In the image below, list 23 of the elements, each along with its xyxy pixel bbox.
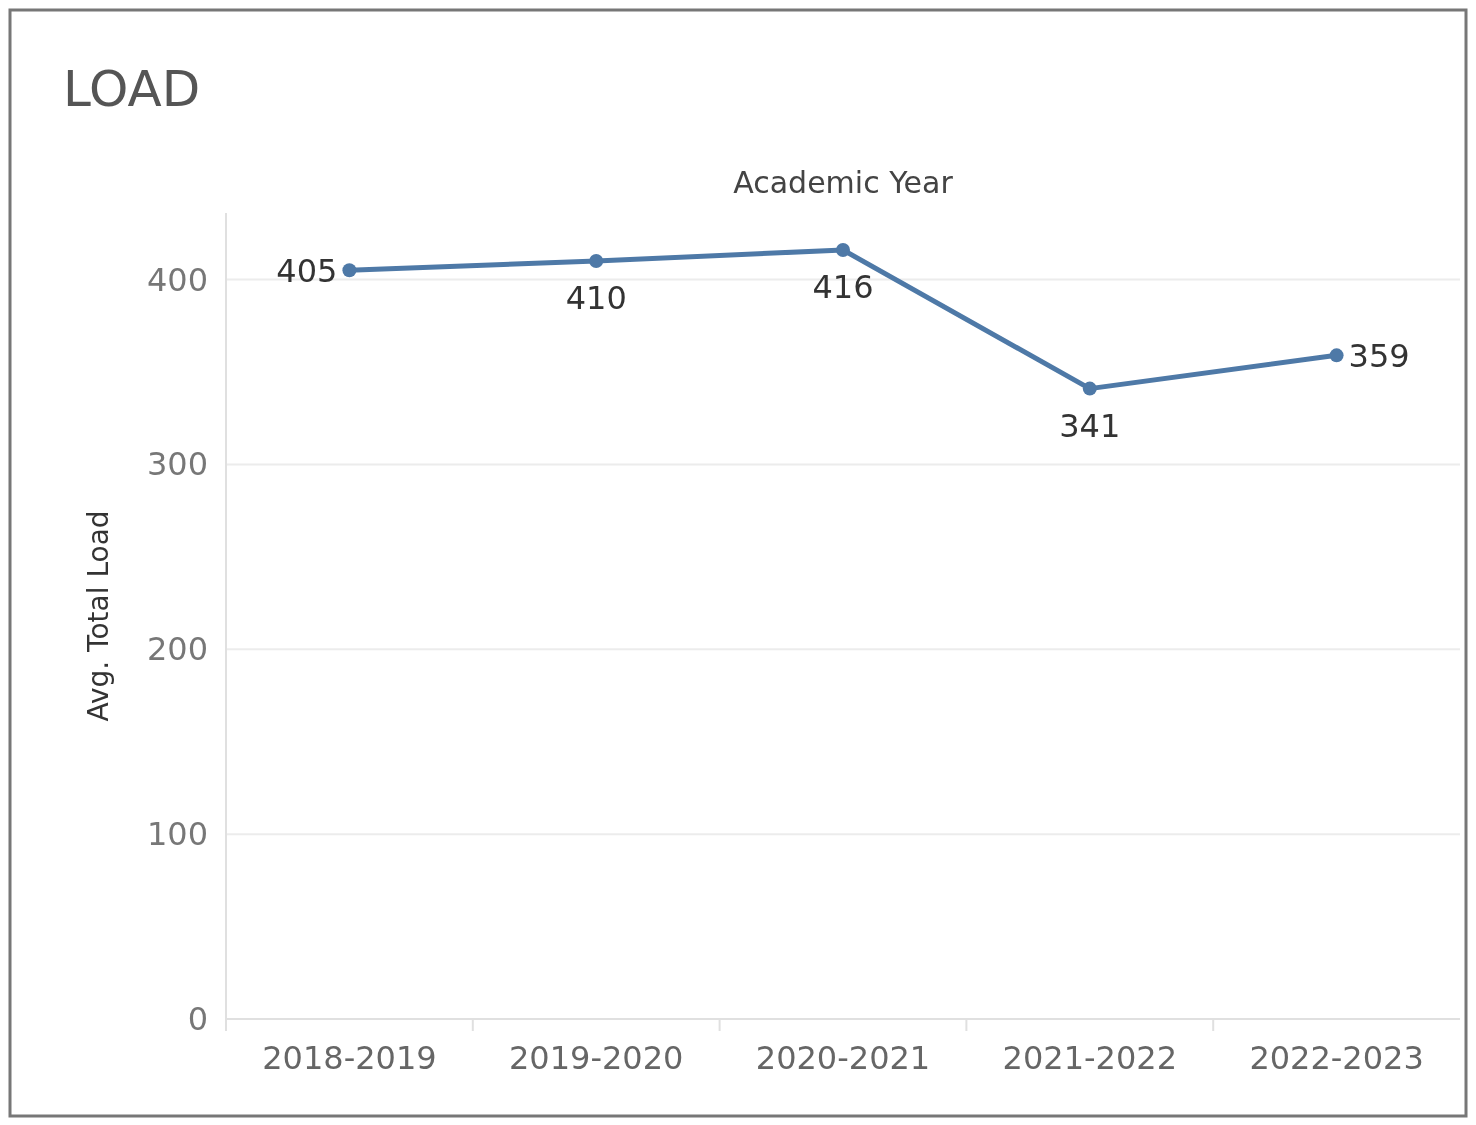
data-label: 410	[565, 279, 627, 318]
x-tick-label: 2018-2019	[262, 1039, 437, 1077]
y-tick-label: 400	[146, 260, 208, 299]
x-tick-label: 2022-2023	[1249, 1039, 1424, 1077]
y-tick-label: 300	[146, 445, 208, 484]
x-tick-label: 2019-2020	[508, 1039, 684, 1077]
data-label: 416	[812, 267, 874, 306]
y-tick-label: 200	[146, 630, 208, 669]
data-label: 341	[1059, 406, 1121, 445]
data-label: 405	[276, 252, 338, 291]
x-tick-label: 2021-2022	[1002, 1039, 1178, 1077]
x-tick-label: 2020-2021	[755, 1039, 931, 1077]
point	[1329, 348, 1344, 363]
chart-title: LOAD	[63, 60, 201, 118]
point	[836, 242, 850, 257]
y-axis-title: Avg. Total Load	[82, 510, 115, 722]
y-tick-label: 100	[146, 815, 208, 854]
y-tick-label: 0	[187, 1000, 208, 1038]
point	[342, 263, 357, 278]
data-label: 359	[1348, 337, 1410, 376]
point	[1082, 381, 1097, 396]
point	[589, 254, 604, 269]
x-axis-title: Academic Year	[733, 165, 954, 200]
